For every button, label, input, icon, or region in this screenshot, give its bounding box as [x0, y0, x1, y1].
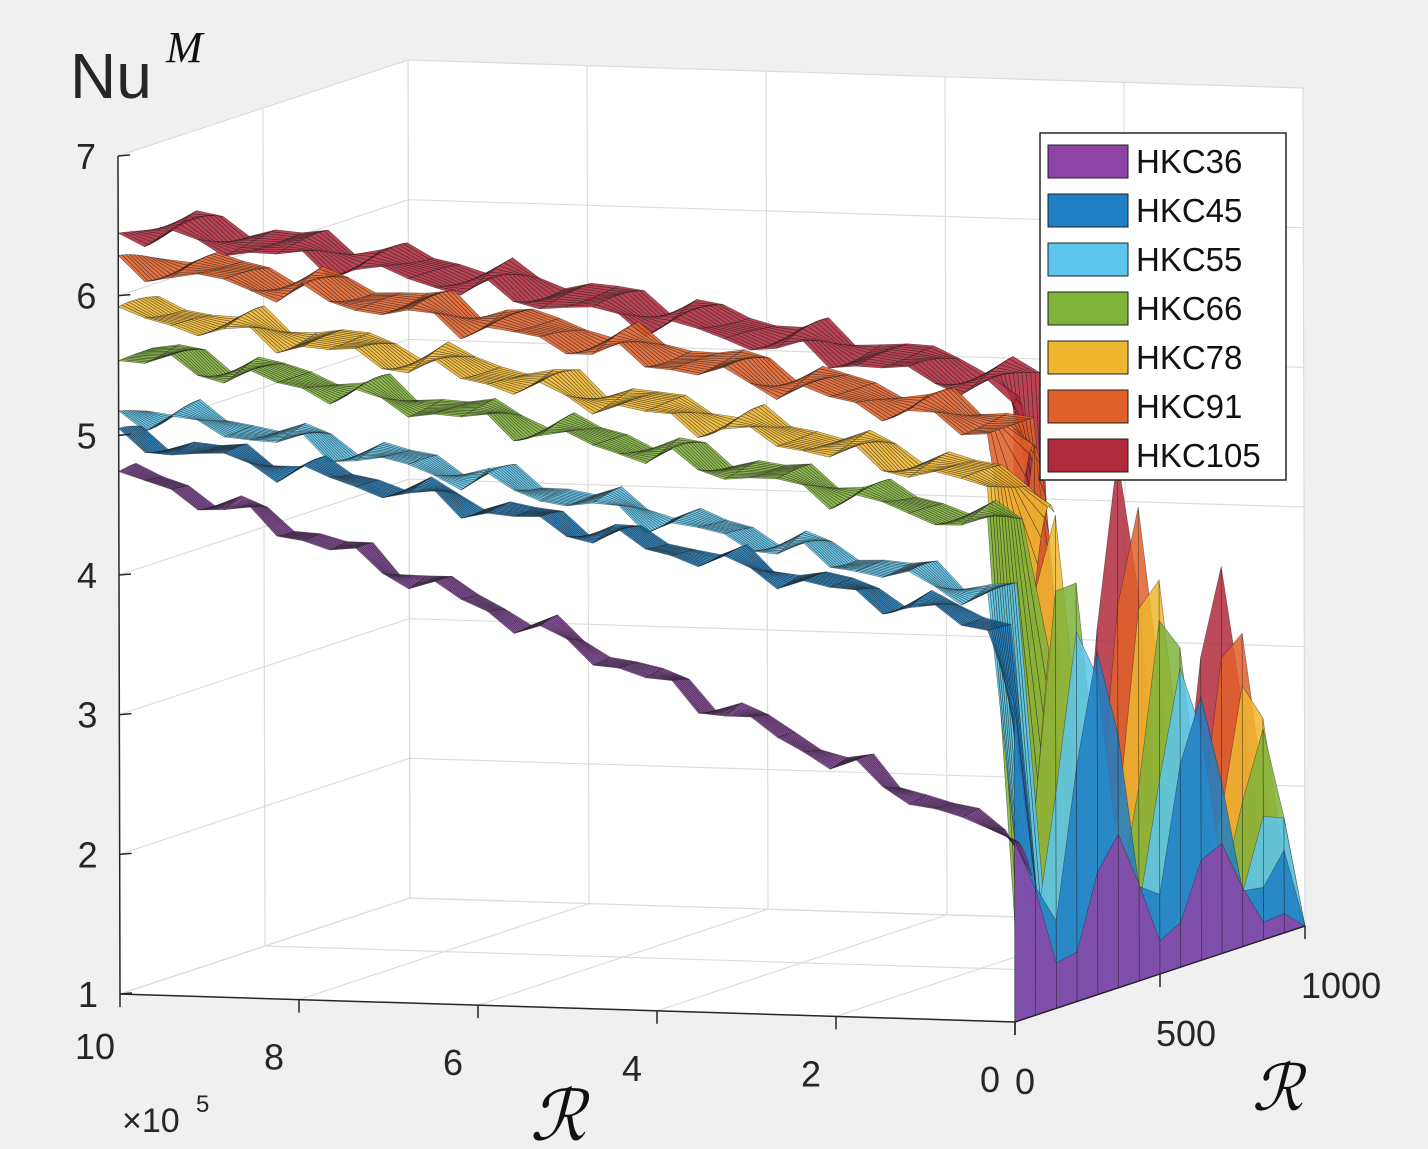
z-axis-label: Nu	[70, 40, 152, 112]
z-tick-label: 1	[78, 974, 98, 1015]
y-tick-label: 1000	[1301, 965, 1381, 1006]
surface-patch	[513, 515, 543, 517]
z-tick	[118, 293, 131, 297]
z-tick	[117, 154, 131, 157]
z-tick	[118, 433, 131, 437]
x-axis-line	[119, 993, 1016, 1023]
legend-label-hkc55: HKC55	[1136, 241, 1242, 278]
legend-swatch-hkc55	[1047, 242, 1129, 277]
surface-patch	[986, 377, 1019, 404]
legend-swatch-hkc45	[1047, 193, 1129, 228]
legend-swatch-hkc78	[1047, 340, 1129, 375]
z-tick-label: 7	[76, 136, 96, 177]
z-tick-label: 4	[77, 555, 97, 596]
y-axis-label: ℛ	[1252, 1053, 1307, 1124]
z-tick-label: 2	[78, 834, 98, 875]
legend-label-hkc66: HKC66	[1136, 290, 1242, 327]
x-axis-label: ℛ	[530, 1079, 590, 1149]
z-axis-label-superscript: M	[165, 23, 205, 72]
x-tick-label: 6	[443, 1042, 463, 1083]
legend-label-hkc91: HKC91	[1136, 388, 1242, 425]
legend-swatch-hkc91	[1047, 389, 1129, 424]
x-tick-label: 0	[980, 1059, 1000, 1100]
x-axis-multiplier: ×10	[122, 1102, 180, 1140]
legend-swatch-hkc66	[1047, 291, 1129, 326]
legend-label-hkc105: HKC105	[1136, 437, 1261, 474]
y-tick-label: 0	[1015, 1061, 1035, 1102]
z-tick-label: 6	[76, 276, 96, 317]
x-tick-label: 8	[264, 1037, 284, 1078]
z-tick	[118, 573, 132, 576]
z-tick-label: 3	[77, 695, 97, 736]
surface-patch	[988, 828, 1017, 841]
z-tick	[119, 712, 132, 716]
grid-line-y-1	[262, 107, 1161, 975]
x-tick-label: 4	[622, 1048, 642, 1089]
grid-line-y-2	[407, 59, 1306, 927]
z-tick	[119, 852, 132, 856]
legend: HKC36 HKC45 HKC55 HKC66 HKC78 HKC91 HKC105	[1039, 132, 1287, 481]
legend-label-hkc78: HKC78	[1136, 339, 1242, 376]
y-tick-label: 500	[1156, 1013, 1216, 1054]
axis-lines	[117, 154, 1306, 1035]
x-tick-label: 2	[801, 1053, 821, 1094]
surface-hkc36	[118, 462, 1306, 1023]
x-axis-multiplier-exponent: 5	[196, 1091, 209, 1118]
z-tick-label: 5	[77, 415, 97, 456]
surface-curtain	[1200, 842, 1223, 961]
z-tick	[119, 992, 133, 995]
surfaces	[117, 210, 1306, 1023]
legend-label-hkc45: HKC45	[1136, 192, 1242, 229]
tick-labels: 1 2 3 4 5 6 7 10 8 6 4 2 0 0 500 1000	[75, 136, 1381, 1102]
legend-swatch-hkc105	[1047, 438, 1129, 473]
legend-swatch-hkc36	[1047, 144, 1129, 179]
x-tick-label: 10	[75, 1026, 115, 1067]
legend-label-hkc36: HKC36	[1136, 143, 1242, 180]
